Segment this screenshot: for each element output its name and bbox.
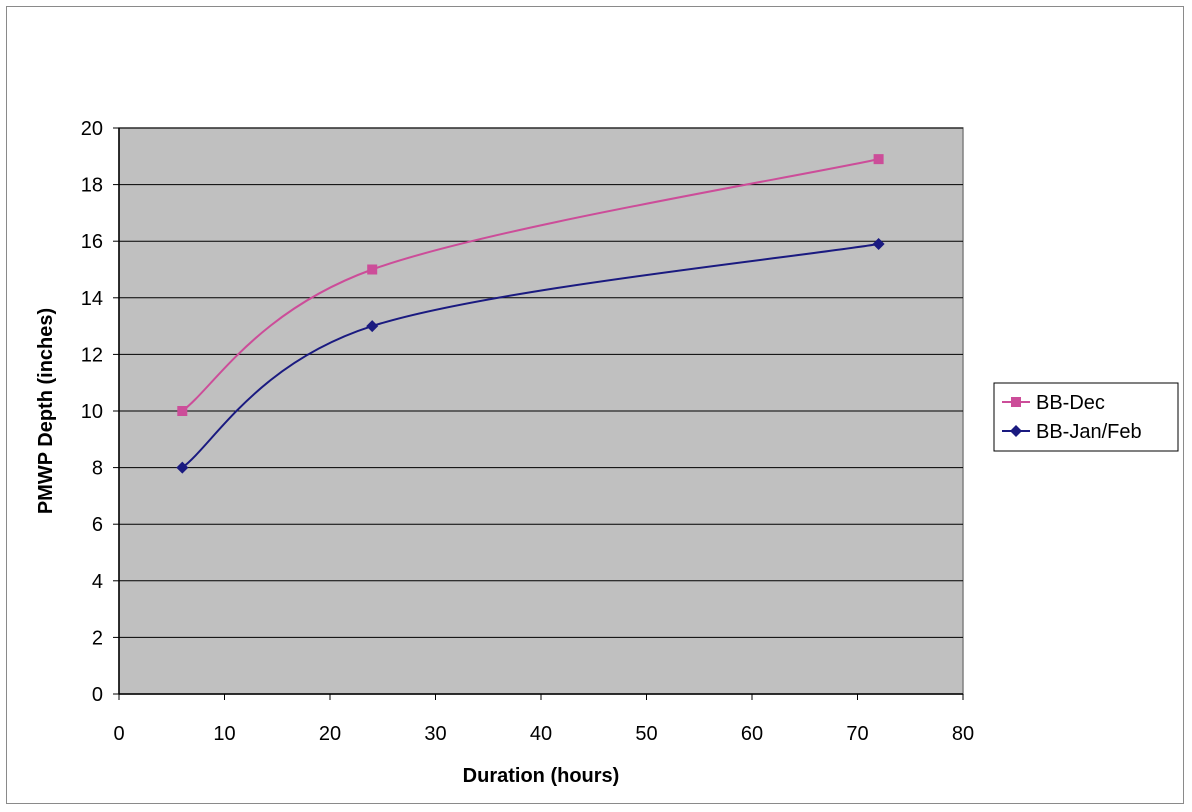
- legend: BB-Dec BB-Jan/Feb: [993, 382, 1179, 452]
- x-tick-label-1: 10: [213, 723, 235, 745]
- y-tick-label-2: 4: [92, 571, 103, 593]
- legend-label-0: BB-Dec: [1036, 392, 1105, 414]
- y-tick-label-4: 8: [92, 458, 103, 480]
- series-line-0: [181, 158, 879, 412]
- legend-marker-0: [1011, 397, 1021, 407]
- series-line-1: [181, 243, 879, 469]
- y-tick-label-8: 16: [81, 231, 103, 253]
- y-tick-label-9: 18: [81, 175, 103, 197]
- y-tick-label-10: 20: [81, 118, 103, 140]
- y-tick-label-6: 12: [81, 344, 103, 366]
- x-tick-label-0: 0: [113, 723, 124, 745]
- y-tick-label-3: 6: [92, 514, 103, 536]
- series-0: [177, 154, 884, 416]
- gridlines: [119, 127, 963, 638]
- data-point-1-2: [872, 238, 885, 251]
- y-tick-label-1: 2: [92, 627, 103, 649]
- series-1: [176, 238, 885, 474]
- x-tick-label-3: 30: [424, 723, 446, 745]
- data-point-0-1: [367, 264, 378, 275]
- x-tick-labels: 0 10 20 30 40 50 60 70 80: [113, 723, 974, 745]
- data-point-1-0: [176, 461, 189, 474]
- data-point-0-0: [177, 406, 188, 416]
- legend-label-1: BB-Jan/Feb: [1036, 421, 1142, 443]
- x-tick-label-7: 70: [846, 723, 868, 745]
- legend-box: [993, 382, 1179, 452]
- y-tick-label-5: 10: [81, 401, 103, 423]
- data-point-1-1: [366, 320, 379, 333]
- series: [176, 154, 885, 474]
- data-point-0-2: [873, 154, 884, 165]
- y-tick-labels: 0 2 4 6 8 10 12 14 16 18 20: [81, 118, 103, 706]
- y-tick-label-0: 0: [92, 684, 103, 706]
- axes: [113, 127, 964, 700]
- x-tick-label-6: 60: [741, 723, 763, 745]
- x-tick-label-5: 50: [635, 723, 657, 745]
- legend-marker-1: [1010, 425, 1022, 437]
- x-tick-label-2: 20: [319, 723, 341, 745]
- y-axis-title: PMWP Depth (inches): [35, 308, 57, 514]
- x-tick-label-8: 80: [952, 723, 974, 745]
- y-tick-label-7: 14: [81, 288, 103, 310]
- x-tick-label-4: 40: [530, 723, 552, 745]
- x-axis-title: Duration (hours): [463, 765, 620, 787]
